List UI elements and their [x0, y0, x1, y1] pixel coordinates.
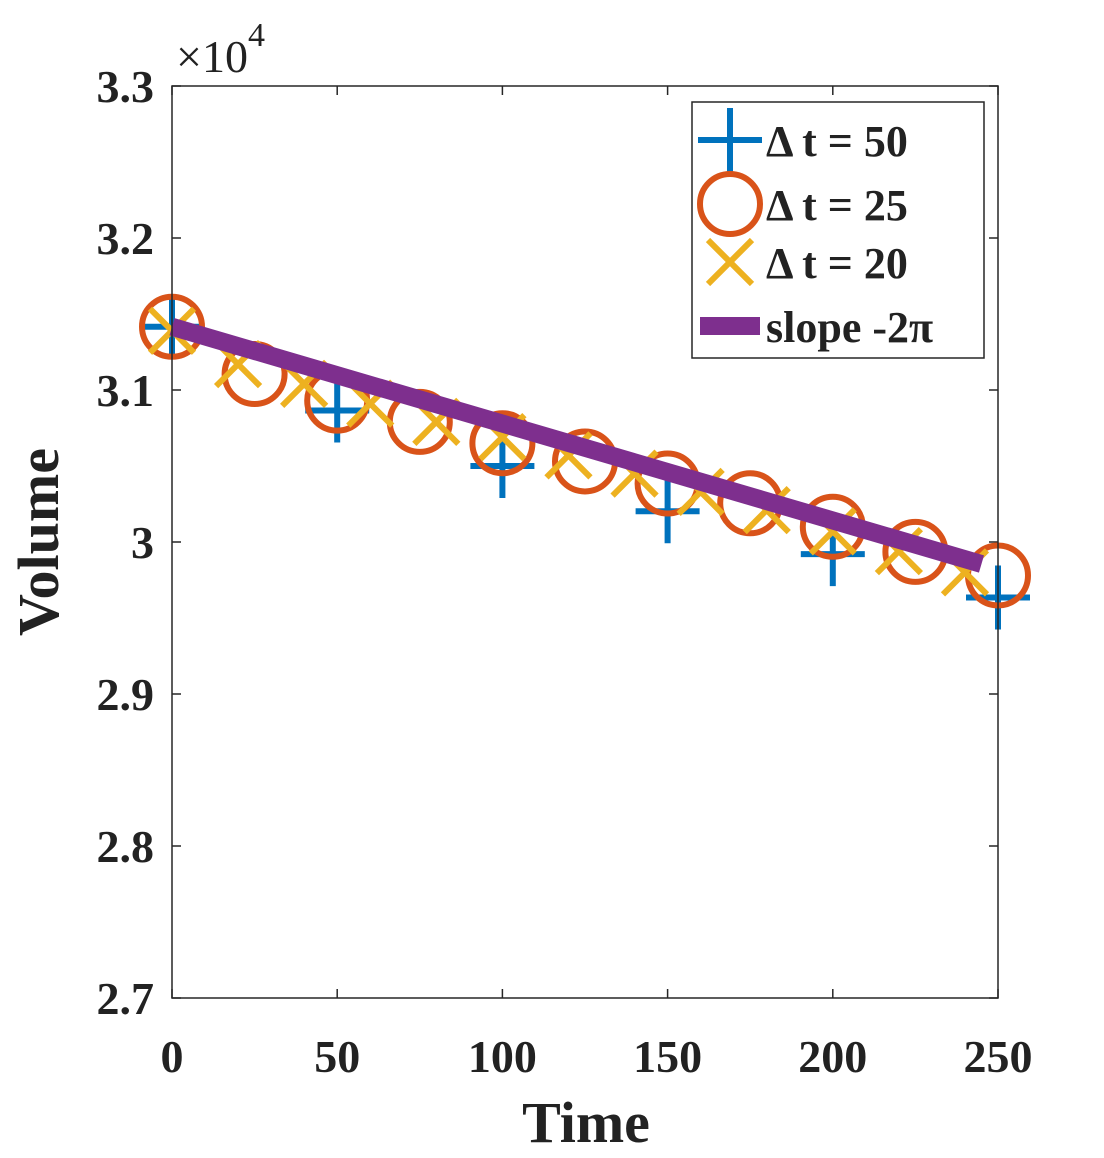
- y-scale-label: ×104: [176, 17, 265, 82]
- x-marker-b: [705, 237, 755, 287]
- x-tick-label: 50: [314, 1031, 360, 1082]
- y-tick-label: 3.1: [97, 365, 155, 416]
- x-tick-label: 200: [798, 1031, 867, 1082]
- x-tick-label: 250: [964, 1031, 1033, 1082]
- legend: Δ t = 50 Δ t = 25 Δ t = 20 slope -2π: [691, 101, 985, 359]
- legend-item-1: Δ t = 25: [697, 171, 908, 237]
- legend-item-3: slope -2π: [700, 303, 933, 352]
- series-3: [169, 318, 985, 573]
- y-scale-base: ×10: [176, 31, 248, 82]
- slope-line: [169, 318, 985, 573]
- x-tick-label: 150: [633, 1031, 702, 1082]
- y-scale-exponent: 4: [248, 17, 265, 54]
- legend-x-swatch: [705, 237, 755, 287]
- legend-items: Δ t = 50 Δ t = 25 Δ t = 20 slope -2π: [697, 108, 933, 352]
- legend-label: slope -2π: [766, 303, 933, 352]
- circle-marker-point: [469, 410, 536, 477]
- series-layer: [139, 293, 1031, 630]
- legend-label: Δ t = 50: [766, 117, 908, 166]
- x-axis-title: Time: [522, 1090, 650, 1155]
- tick-labels: 0 50 100 150 200 250 2.7 2.8 2.9 3 3.1 3.2 3.3: [97, 61, 1033, 1082]
- plot-frame: [171, 85, 999, 999]
- legend-label: Δ t = 20: [766, 239, 908, 288]
- y-tick-label: 3.3: [97, 61, 155, 112]
- y-axis-title: Volume: [6, 448, 71, 636]
- y-tick-label: 2.9: [97, 669, 155, 720]
- legend-item-0: Δ t = 50: [698, 108, 908, 172]
- legend-plus-swatch: [698, 108, 762, 172]
- x-tick-label: 100: [468, 1031, 537, 1082]
- y-tick-label: 2.7: [97, 973, 155, 1024]
- legend-item-2: Δ t = 20: [705, 237, 908, 288]
- y-tick-label: 3: [131, 517, 154, 568]
- y-tick-label: 2.8: [97, 821, 155, 872]
- legend-circle-swatch: [697, 171, 763, 237]
- x-tick-label: 0: [161, 1031, 184, 1082]
- y-tick-label: 3.2: [97, 213, 155, 264]
- legend-label: Δ t = 25: [766, 181, 908, 230]
